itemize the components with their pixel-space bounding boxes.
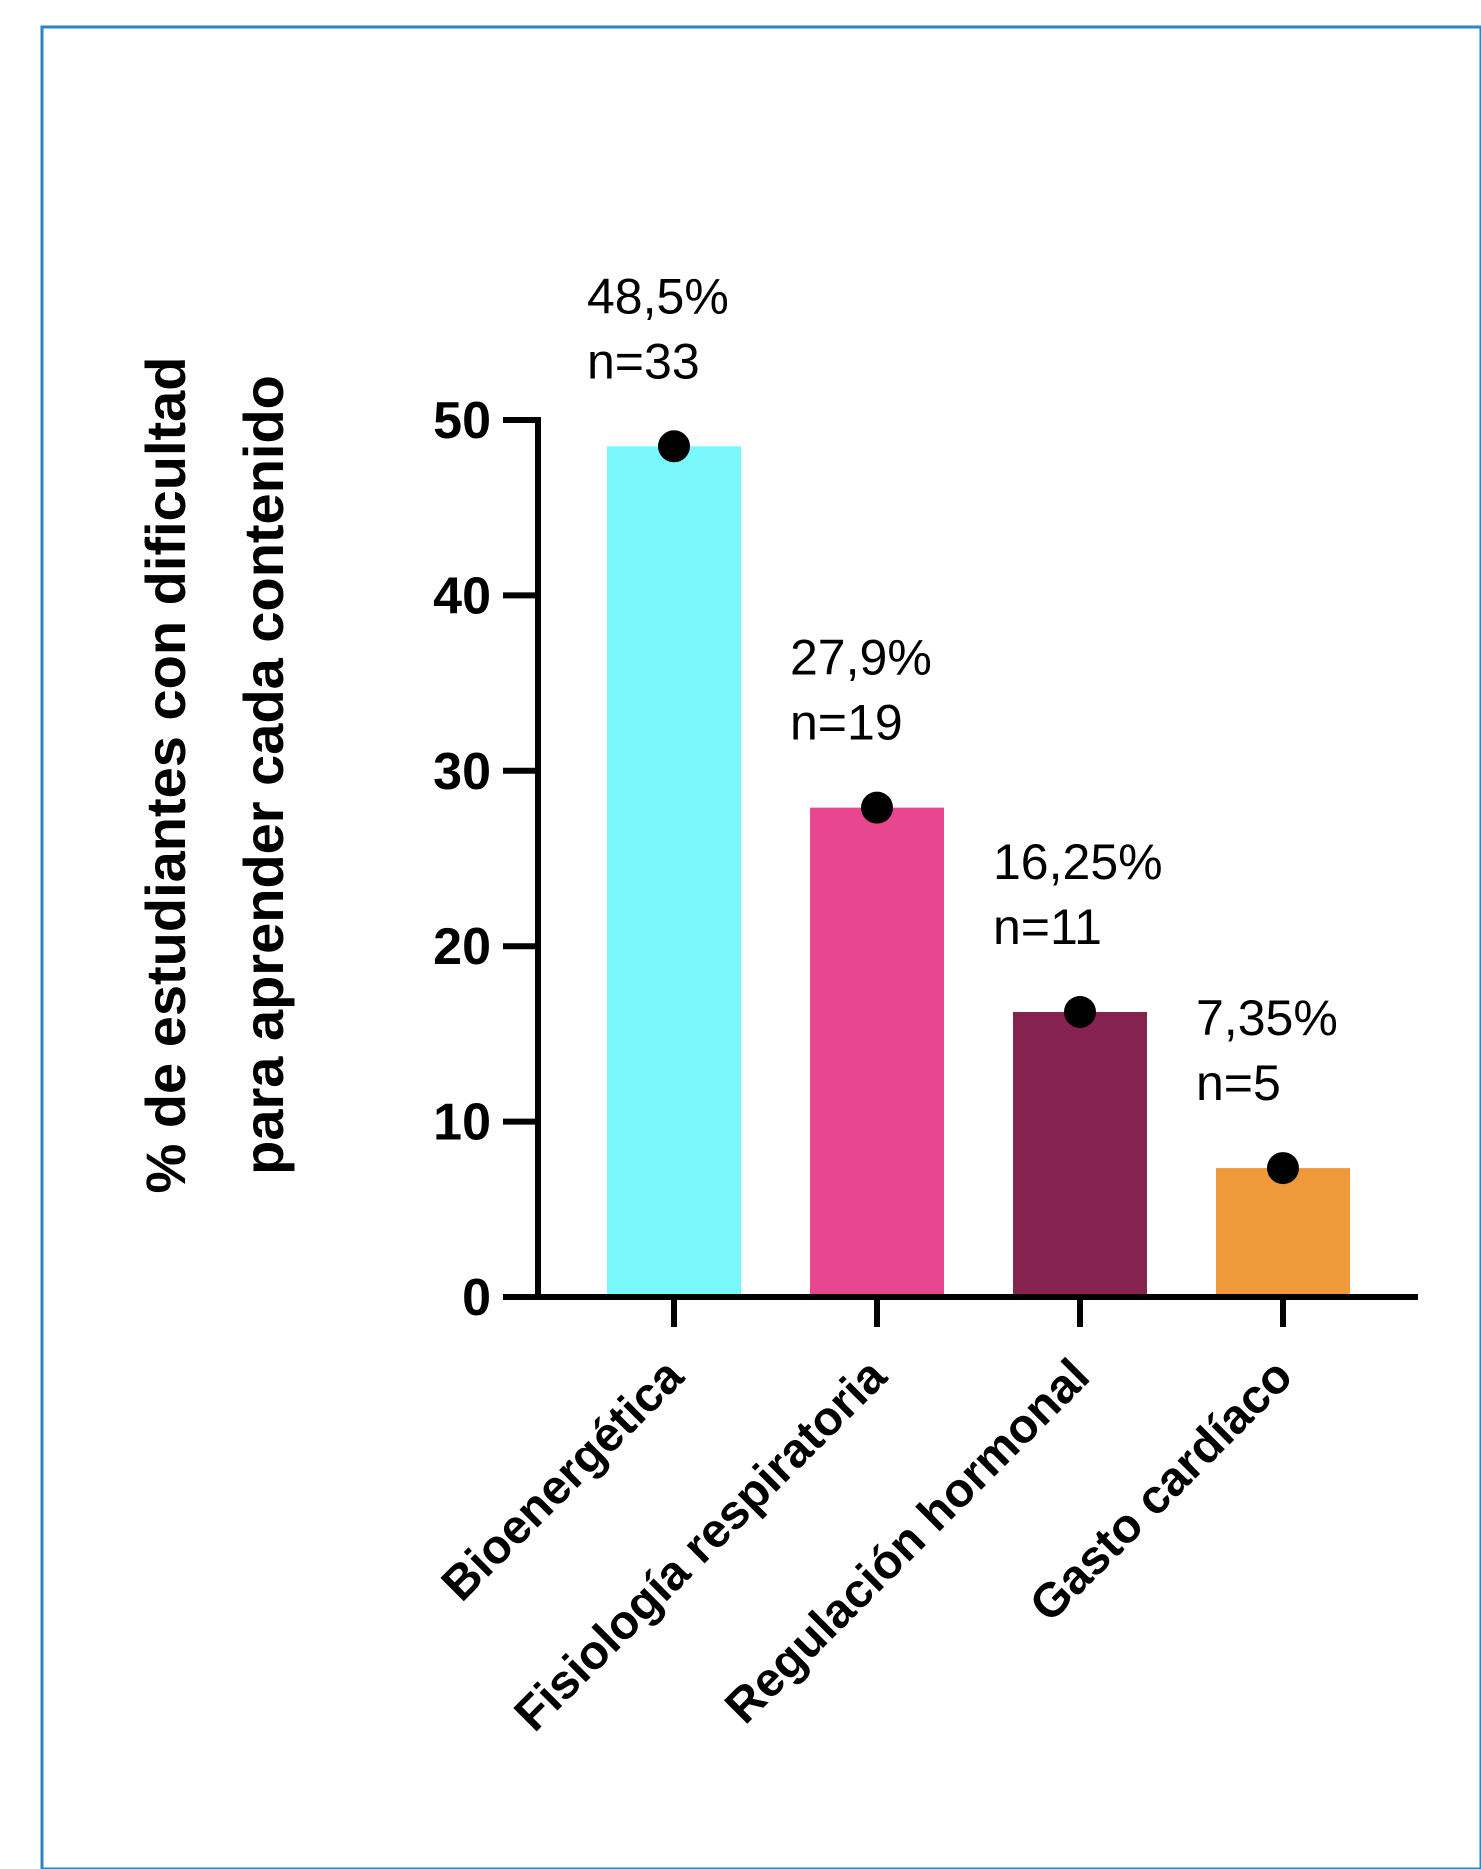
x-tick-label-2: Fisiología respiratoria [505, 1349, 897, 1741]
data-point-2 [861, 791, 893, 824]
y-tick-label-40: 40 [433, 567, 491, 625]
data-point-4 [1267, 1152, 1299, 1185]
y-tick-label-30: 30 [433, 743, 491, 801]
chart-border [40, 25, 1481, 1869]
value-label-1: 48,5% [587, 268, 729, 324]
bar-3 [1013, 1011, 1147, 1297]
n-label-3: n=11 [993, 899, 1102, 955]
bars-layer [607, 430, 1350, 1297]
data-point-1 [658, 430, 690, 463]
y-tick-label-20: 20 [433, 918, 491, 976]
y-tick-label-0: 0 [462, 1269, 491, 1327]
value-label-3: 16,25% [993, 834, 1163, 890]
n-label-4: n=5 [1196, 1055, 1281, 1111]
value-label-4: 7,35% [1196, 990, 1338, 1046]
data-point-3 [1064, 995, 1096, 1028]
axes-layer [503, 417, 1418, 1327]
bar-4 [1216, 1168, 1350, 1297]
bar-2 [810, 807, 944, 1297]
n-label-2: n=19 [790, 695, 903, 751]
y-tick-label-50: 50 [433, 392, 491, 450]
bar-1 [607, 446, 741, 1297]
y-axis-title-line-2: para aprender cada contenido [232, 375, 295, 1175]
x-tick-label-3: Regulación hormonal [715, 1349, 1099, 1733]
y-axis-title-line-1: % de estudiantes con dificultad [134, 356, 197, 1193]
value-label-2: 27,9% [790, 630, 932, 686]
y-tick-label-10: 10 [433, 1094, 491, 1152]
n-label-1: n=33 [587, 333, 700, 389]
